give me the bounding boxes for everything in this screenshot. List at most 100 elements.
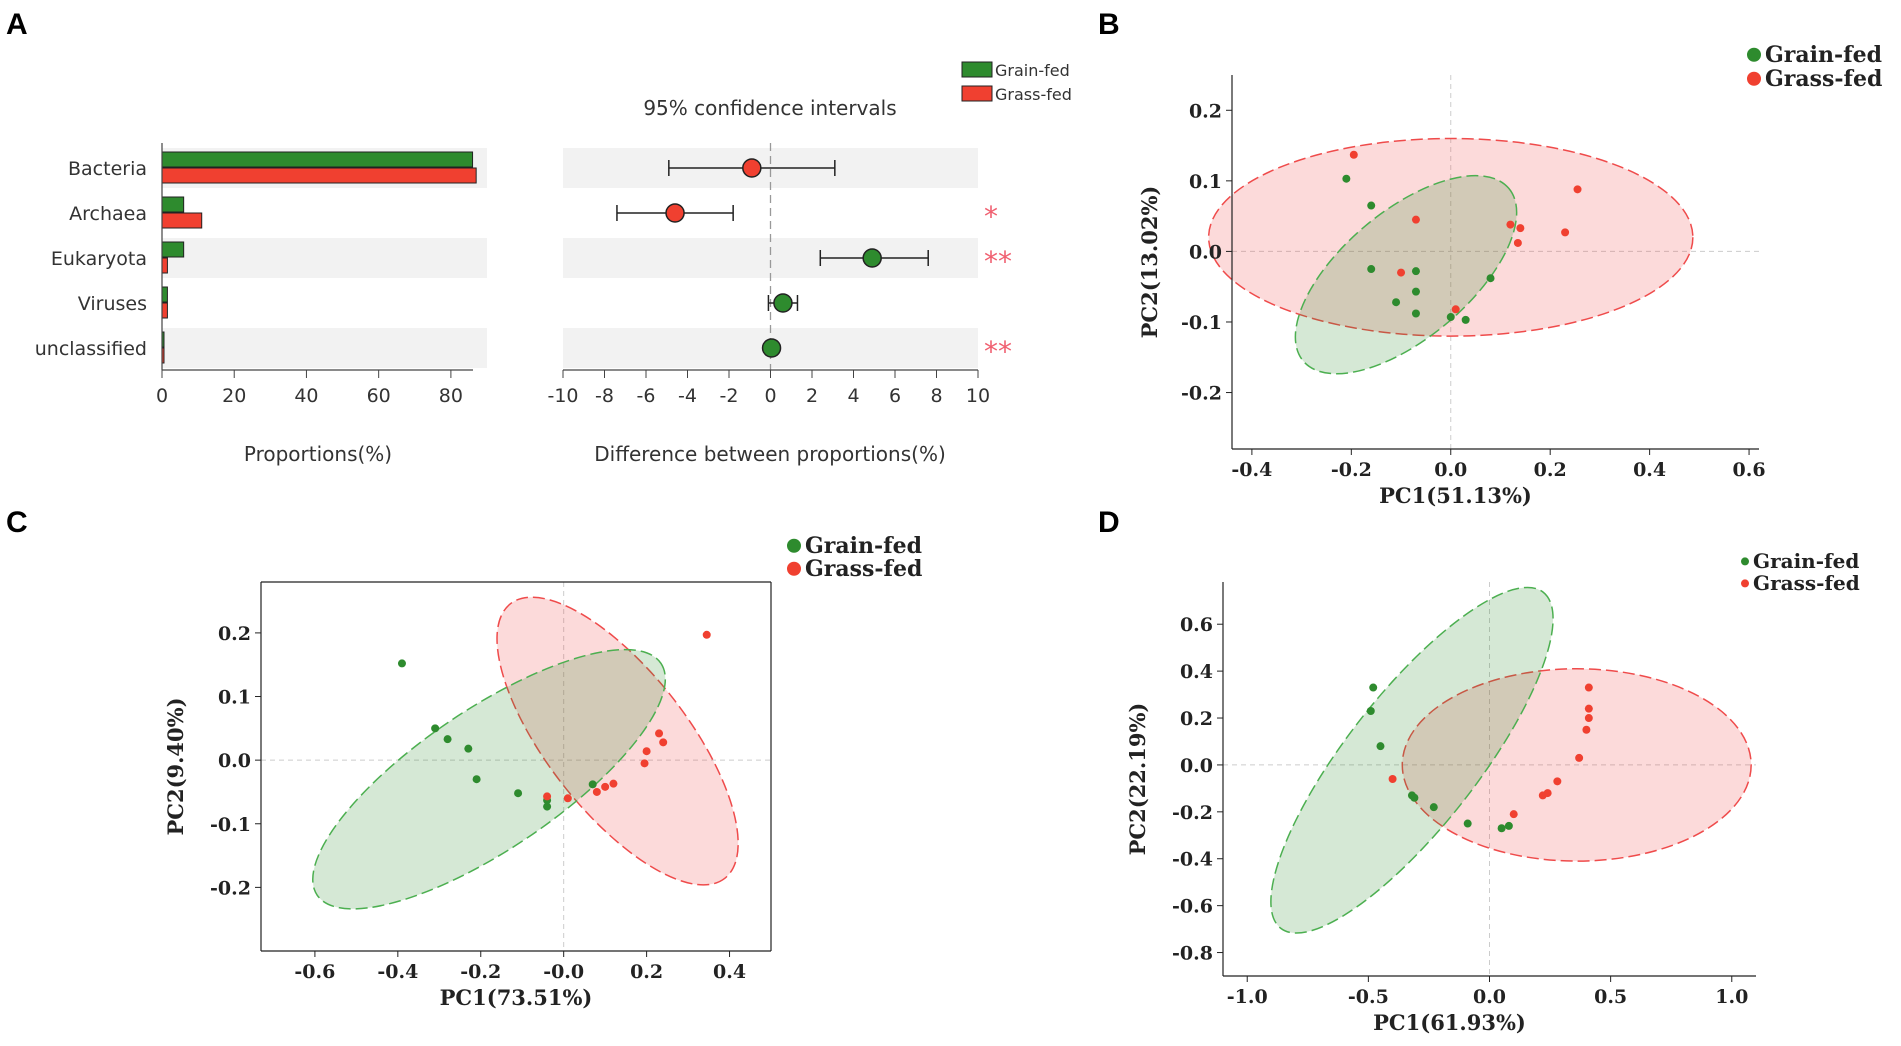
point-grain-fed bbox=[443, 735, 452, 744]
point-grass-fed bbox=[1397, 268, 1406, 277]
x-tick-label: -0.4 bbox=[1231, 459, 1272, 481]
point-grass-fed bbox=[1388, 775, 1397, 783]
panel-label-d: D bbox=[1098, 506, 1120, 539]
panel-d: -1.0 -0.5 0.0 0.5 1.0 -0.8 -0.6 -0.4 -0.2 0.0 0.2 0… bbox=[1125, 549, 1860, 1035]
point-grass-fed bbox=[601, 782, 610, 791]
x-tick-label: -0.2 bbox=[1331, 459, 1372, 481]
legend-swatch-0 bbox=[961, 61, 993, 78]
point-grain-fed bbox=[1392, 298, 1401, 307]
point-grass-fed bbox=[1582, 725, 1591, 734]
x-tick-label: 0.2 bbox=[1534, 459, 1567, 481]
point-grain-fed bbox=[1411, 267, 1420, 276]
x-tick-label-right: 6 bbox=[889, 385, 901, 407]
x-tick-label: -0.0 bbox=[543, 961, 584, 983]
point-grass-fed bbox=[543, 792, 552, 801]
ci-point-viruses bbox=[773, 293, 793, 313]
y-axis-title: PC2(9.40%) bbox=[163, 697, 188, 835]
legend-marker-1 bbox=[787, 561, 801, 576]
point-grass-fed bbox=[592, 787, 601, 796]
category-label: Archaea bbox=[69, 203, 147, 225]
x-tick-label-left: 80 bbox=[439, 385, 463, 407]
panel-a: Bacteria Archaea Eukaryota Viruses unclassif… bbox=[35, 61, 1072, 466]
bar-grain-fed-archaea bbox=[161, 196, 185, 213]
point-grass-fed bbox=[1584, 704, 1593, 713]
x-tick-label-left: 0 bbox=[156, 385, 168, 407]
ci-title: 95% confidence intervals bbox=[643, 96, 896, 120]
point-grass-fed bbox=[1553, 777, 1562, 786]
x-tick-label-right: -2 bbox=[720, 385, 739, 407]
y-axis-title: PC2(22.19%) bbox=[1125, 703, 1150, 856]
x-tick-label-left: 40 bbox=[294, 385, 318, 407]
y-tick-label: -0.1 bbox=[210, 814, 251, 836]
significance-mark: ** bbox=[984, 245, 1012, 278]
point-grain-fed bbox=[1410, 793, 1419, 802]
confidence-ellipse-grain-fed bbox=[1294, 174, 1518, 375]
point-grain-fed bbox=[543, 802, 552, 811]
x-tick-label-right: 2 bbox=[806, 385, 818, 407]
confidence-ellipse-grass-fed bbox=[1207, 137, 1694, 337]
point-grain-fed bbox=[472, 775, 481, 784]
x-axis-title-right: Difference between proportions(%) bbox=[594, 442, 946, 466]
legend-marker-1 bbox=[1747, 71, 1761, 86]
x-tick-label: 0.0 bbox=[1434, 459, 1467, 481]
x-tick-label: -0.2 bbox=[460, 961, 501, 983]
x-tick-label: 0.5 bbox=[1594, 986, 1627, 1008]
point-grain-fed bbox=[1411, 309, 1420, 318]
y-tick-label: 0.2 bbox=[1189, 100, 1222, 122]
significance-mark: ** bbox=[984, 335, 1012, 368]
x-axis-title: PC1(61.93%) bbox=[1373, 1010, 1526, 1035]
confidence-ellipse-grain-fed bbox=[312, 648, 667, 910]
x-axis-title-left: Proportions(%) bbox=[244, 442, 392, 466]
x-axis-title: PC1(73.51%) bbox=[440, 985, 593, 1010]
confidence-ellipse-grass-fed bbox=[496, 596, 739, 886]
point-grass-fed bbox=[1584, 683, 1593, 692]
bar-grass-fed-viruses bbox=[161, 302, 168, 319]
x-tick-label-right: -10 bbox=[547, 385, 578, 407]
y-tick-label: -0.4 bbox=[1172, 849, 1213, 871]
panel-b: -0.4 -0.2 0.0 0.2 0.4 0.6-0.2-0.10.00.10.2PC1… bbox=[1137, 42, 1882, 508]
point-grass-fed bbox=[563, 794, 572, 803]
x-tick-label: 0.2 bbox=[630, 961, 663, 983]
y-tick-label: 0.6 bbox=[1180, 614, 1213, 636]
point-grass-fed bbox=[1516, 224, 1525, 233]
legend-marker-0 bbox=[1747, 47, 1761, 62]
point-grain-fed bbox=[1369, 683, 1378, 692]
bar-grain-fed-eukaryota bbox=[161, 241, 185, 258]
significance-mark: * bbox=[984, 200, 998, 233]
x-tick-label: 0.4 bbox=[1633, 459, 1666, 481]
y-tick-label: 0.1 bbox=[1189, 171, 1222, 193]
point-grass-fed bbox=[1543, 789, 1552, 798]
panel-label-c: C bbox=[6, 506, 28, 539]
category-label: Viruses bbox=[78, 293, 147, 315]
point-grass-fed bbox=[702, 630, 711, 639]
category-label: Bacteria bbox=[68, 158, 147, 180]
x-tick-label: -0.5 bbox=[1348, 986, 1389, 1008]
panel-label-a: A bbox=[6, 8, 28, 41]
point-grass-fed bbox=[1561, 228, 1570, 237]
x-tick-label-right: 8 bbox=[930, 385, 942, 407]
point-grass-fed bbox=[1575, 753, 1584, 762]
point-grain-fed bbox=[1366, 706, 1375, 715]
x-tick-label: 0.0 bbox=[1473, 986, 1506, 1008]
point-grass-fed bbox=[609, 779, 618, 788]
point-grain-fed bbox=[1497, 824, 1506, 833]
x-tick-label: -1.0 bbox=[1227, 986, 1268, 1008]
legend-label: Grain-fed bbox=[1765, 42, 1882, 68]
point-grass-fed bbox=[1349, 150, 1358, 159]
legend-label: Grain-fed bbox=[1753, 549, 1859, 573]
ci-point-eukaryota bbox=[862, 248, 882, 268]
y-axis-title: PC2(13.02%) bbox=[1137, 186, 1162, 339]
point-grain-fed bbox=[1446, 313, 1455, 322]
confidence-ellipse-grain-fed bbox=[1270, 586, 1554, 934]
bar-grass-fed-bacteria bbox=[161, 167, 477, 184]
x-tick-label-right: 10 bbox=[966, 385, 990, 407]
y-tick-label: 0.4 bbox=[1180, 661, 1213, 683]
category-label: unclassified bbox=[35, 338, 147, 360]
point-grass-fed bbox=[1509, 810, 1518, 819]
legend-label: Grain-fed bbox=[805, 533, 922, 559]
point-grass-fed bbox=[640, 759, 649, 768]
y-tick-label: -0.2 bbox=[210, 877, 251, 899]
point-grain-fed bbox=[1463, 819, 1472, 828]
row-band-left bbox=[162, 238, 487, 278]
point-grass-fed bbox=[1513, 238, 1522, 247]
